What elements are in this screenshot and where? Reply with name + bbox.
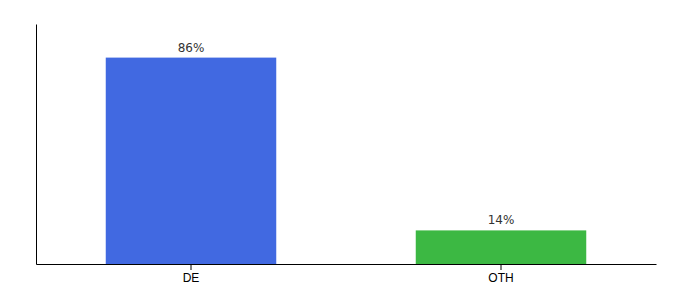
data-label: 14% xyxy=(488,213,515,227)
x-tick-label: DE xyxy=(183,271,200,285)
y-axis-line xyxy=(36,25,37,265)
x-tick-mark xyxy=(191,264,192,270)
chart-svg: DE OTH 86% 14% xyxy=(0,0,680,300)
data-label: 86% xyxy=(178,41,205,55)
x-tick: OTH xyxy=(488,264,513,285)
x-axis: DE OTH xyxy=(37,264,657,285)
y-axis xyxy=(36,25,37,265)
x-tick-mark xyxy=(501,264,502,270)
x-tick: DE xyxy=(183,264,200,285)
bars xyxy=(106,58,587,264)
x-axis-line xyxy=(37,264,657,265)
chart-container: DE OTH 86% 14% xyxy=(0,0,680,300)
bar xyxy=(416,230,587,264)
x-tick-label: OTH xyxy=(488,271,513,285)
data-labels: 86% 14% xyxy=(178,41,515,228)
bar xyxy=(106,58,277,264)
plot-area: DE OTH 86% 14% xyxy=(37,25,657,285)
